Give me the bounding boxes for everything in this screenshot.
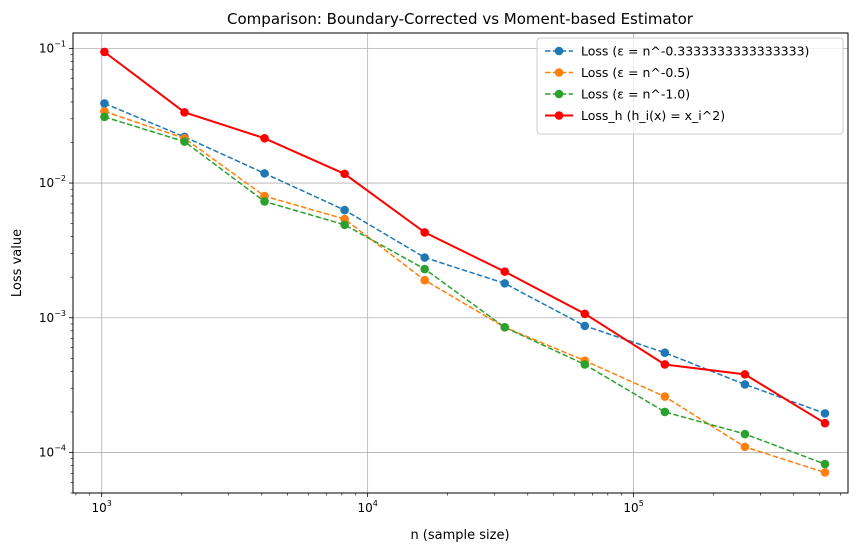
legend-label: Loss (ε = n^-0.5) — [581, 65, 690, 80]
series-2 — [100, 112, 830, 469]
legend-swatch-marker — [554, 111, 564, 120]
data-point — [260, 133, 269, 143]
data-point — [660, 348, 670, 358]
series-lines — [100, 47, 830, 477]
data-point — [820, 459, 830, 469]
tick-labels: 103 104 105 10−1 10−2 10−3 10−4 — [39, 39, 644, 515]
data-point — [740, 442, 750, 452]
data-point — [660, 407, 670, 417]
data-point — [740, 429, 750, 439]
x-tick-label: 104 — [357, 499, 377, 515]
data-point — [740, 370, 750, 379]
data-point — [740, 380, 750, 389]
series-3 — [100, 47, 830, 428]
data-point — [180, 137, 189, 146]
legend-swatch-marker — [554, 68, 564, 77]
y-axis-label: Loss value — [10, 229, 25, 297]
data-point — [580, 360, 590, 369]
legend-item: Loss_h (h_i(x) = x_i^2) — [545, 108, 725, 123]
data-point — [580, 321, 590, 331]
legend-swatch-marker — [554, 89, 564, 99]
y-tick-label: 10−4 — [39, 443, 66, 459]
x-tick-label: 105 — [623, 499, 643, 515]
data-point — [420, 264, 429, 274]
data-point — [180, 108, 189, 117]
legend: Loss (ε = n^-0.3333333333333333) Loss (ε … — [536, 37, 844, 135]
data-point — [340, 169, 349, 179]
plot-frame — [72, 32, 849, 494]
data-point — [820, 468, 830, 477]
data-point — [660, 360, 670, 369]
legend-swatch-marker — [554, 46, 564, 56]
chart-title: Comparison: Boundary-Corrected vs Moment… — [227, 10, 694, 28]
x-axis-label: n (sample size) — [410, 528, 509, 543]
data-point — [820, 409, 830, 418]
series-line — [104, 116, 826, 465]
y-tick-label: 10−3 — [39, 309, 66, 325]
data-point — [500, 279, 510, 288]
data-point — [260, 197, 269, 206]
data-point — [340, 220, 349, 230]
legend-item: Loss (ε = n^-1.0) — [545, 87, 690, 102]
data-point — [500, 322, 510, 332]
series-line — [103, 51, 826, 425]
legend-label: Loss_h (h_i(x) = x_i^2) — [581, 108, 725, 123]
data-point — [100, 112, 109, 122]
legend-label: Loss (ε = n^-1.0) — [581, 87, 690, 102]
data-point — [500, 267, 510, 276]
legend-item: Loss (ε = n^-0.5) — [545, 65, 690, 80]
series-line — [104, 110, 826, 474]
data-point — [340, 205, 349, 215]
x-tick-label: 103 — [92, 499, 112, 515]
data-point — [260, 169, 269, 178]
data-point — [100, 99, 109, 108]
data-point — [420, 228, 429, 237]
data-point — [420, 275, 429, 285]
data-point — [820, 418, 830, 428]
legend-item: Loss (ε = n^-0.3333333333333333) — [545, 44, 809, 59]
y-tick-label: 10−2 — [39, 174, 66, 190]
data-point — [100, 47, 109, 57]
y-tick-label: 10−1 — [39, 39, 66, 55]
data-point — [580, 309, 590, 319]
legend-box — [536, 37, 844, 135]
data-point — [420, 253, 429, 262]
legend-label: Loss (ε = n^-0.3333333333333333) — [581, 44, 809, 59]
data-point — [660, 392, 670, 401]
